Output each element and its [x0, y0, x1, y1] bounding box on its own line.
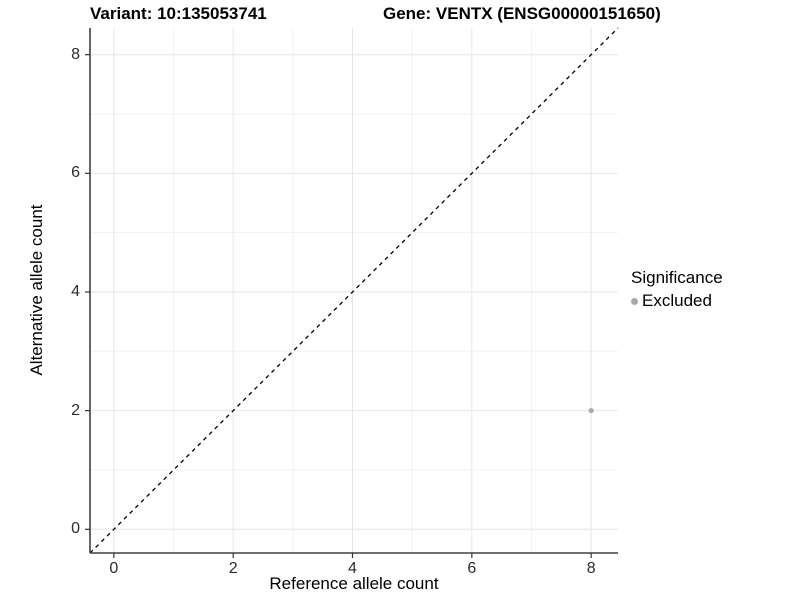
y-tick-label: 6: [71, 164, 80, 182]
data-point-excluded: [588, 408, 594, 414]
y-tick-label: 8: [71, 45, 80, 63]
legend-entry-excluded: Excluded: [631, 291, 723, 311]
x-tick-label: 4: [348, 560, 357, 577]
legend-point-icon: [631, 297, 638, 305]
variant-title: Variant: 10:135053741: [90, 4, 267, 23]
y-tick-label: 2: [71, 401, 80, 419]
identity-reference-line: [89, 27, 619, 554]
legend-title: Significance: [631, 268, 723, 287]
plot-canvas: [85, 27, 619, 558]
legend-entry-label: Excluded: [642, 291, 712, 310]
legend: Significance Excluded: [631, 268, 723, 311]
y-tick-label: 4: [71, 282, 80, 300]
plot-panel: [85, 27, 619, 558]
y-tick-label: 0: [71, 520, 80, 538]
x-tick-label: 8: [586, 560, 596, 577]
gene-title: Gene: VENTX (ENSG00000151650): [383, 4, 661, 23]
x-tick-label: 2: [228, 560, 238, 577]
y-axis-title: Alternative allele count: [27, 204, 46, 376]
x-axis-title: Reference allele count: [269, 574, 439, 593]
x-tick-label: 0: [109, 560, 119, 577]
x-tick-label: 6: [467, 560, 477, 577]
